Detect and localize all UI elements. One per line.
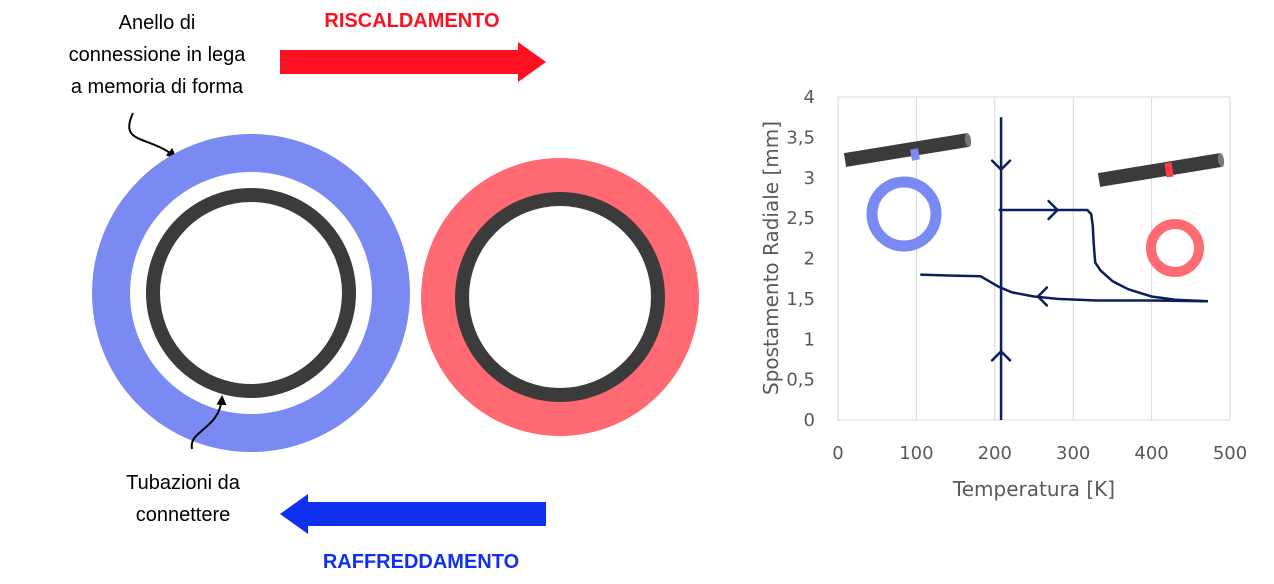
x-tick-label: 300 — [1056, 443, 1090, 464]
cooling-direction-arrow — [1036, 286, 1049, 307]
y-tick-labels: 0 0,5 1 1,5 2 2,5 3 3,5 4 — [786, 87, 815, 431]
cold-pipe-icon — [843, 133, 972, 167]
y-tick-label: 3 — [804, 168, 815, 189]
x-axis-label: Temperatura [K] — [952, 477, 1115, 501]
y-tick-label: 4 — [804, 87, 815, 108]
y-tick-label: 0 — [804, 410, 815, 431]
y-tick-label: 1 — [804, 329, 815, 350]
pipe-label-line-2: connettere — [136, 504, 231, 526]
series-layer — [920, 117, 1209, 420]
ring-pointer-arrow — [128, 112, 177, 159]
hot-ring-icon — [421, 158, 699, 436]
x-tick-label: 100 — [899, 443, 933, 464]
grid-lines — [837, 97, 1231, 420]
cooling-arrow-icon — [280, 494, 546, 534]
pipe-icon-left — [146, 188, 356, 398]
series-line-1 — [998, 208, 1209, 303]
vertical-line-arrow-down — [990, 159, 1012, 171]
x-tick-label: 200 — [978, 443, 1012, 464]
pipe-label-line-1: Tubazioni da — [126, 472, 241, 494]
x-tick-label: 0 — [832, 443, 843, 464]
heating-direction-arrow — [1047, 199, 1059, 221]
y-tick-label: 2 — [804, 249, 815, 270]
ring-label-line-1: Anello di — [119, 12, 196, 34]
y-tick-label: 3,5 — [786, 127, 815, 148]
heating-label: RISCALDAMENTO — [324, 10, 499, 32]
pipe-icon-right — [455, 192, 665, 402]
ring-label-line-3: a memoria di forma — [71, 76, 244, 98]
chart: 0 100 200 300 400 500 0 0,5 1 1,5 2 2,5 3 3,5 4 Tempe… — [759, 87, 1247, 501]
cooling-label: RAFFREDDAMENTO — [323, 551, 519, 573]
heating-arrow-icon — [280, 42, 546, 82]
inset-cold-ring-icon — [866, 176, 942, 252]
y-tick-label: 0,5 — [786, 370, 815, 391]
hot-pipe-icon — [1097, 153, 1225, 187]
y-tick-label: 1,5 — [786, 289, 815, 310]
y-tick-label: 2,5 — [786, 208, 815, 229]
x-tick-label: 400 — [1134, 443, 1168, 464]
series-line-2 — [920, 273, 1209, 303]
ring-label: Anello di connessione in lega a memoria … — [69, 12, 247, 98]
ring-label-line-2: connessione in lega — [69, 44, 247, 66]
vertical-line-arrow-up — [990, 350, 1012, 362]
cold-ring-icon — [92, 134, 410, 452]
x-tick-labels: 0 100 200 300 400 500 — [832, 443, 1247, 464]
y-axis-label: Spostamento Radiale [mm] — [759, 121, 783, 395]
pipe-pointer-arrow — [190, 395, 227, 450]
inset-hot-ring-icon — [1146, 219, 1204, 277]
pipe-label: Tubazioni da connettere — [126, 472, 241, 526]
x-tick-label: 500 — [1213, 443, 1247, 464]
